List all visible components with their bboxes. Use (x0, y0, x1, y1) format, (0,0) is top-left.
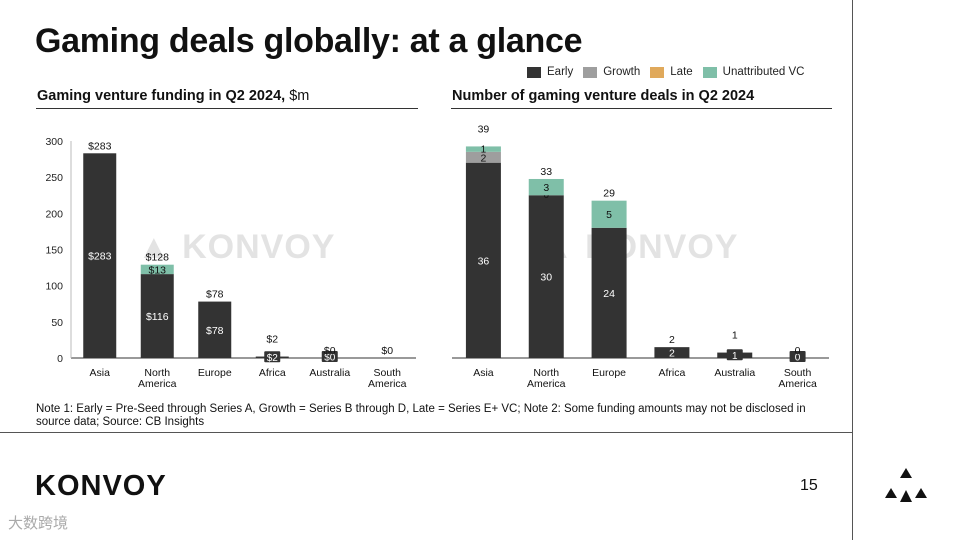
bar-total-label: $283 (88, 140, 112, 152)
left-chart-title: Gaming venture funding in Q2 2024, $m (37, 88, 309, 104)
bar-value-label: 3 (543, 182, 549, 194)
konvoy-mark-icon (885, 468, 927, 502)
x-tick-label: North (533, 367, 559, 379)
legend-label-unattributed: Unattributed VC (722, 66, 805, 78)
bar-total-label: 0 (795, 345, 801, 357)
bar-segment (528, 195, 564, 358)
label-badge (264, 351, 281, 363)
x-tick-label: Asia (473, 367, 494, 379)
right-title-rule (451, 108, 832, 109)
bar-segment (140, 274, 174, 358)
bar-total-label: $128 (146, 252, 170, 264)
bar-value-label: 36 (478, 255, 490, 267)
y-tick-label: 150 (45, 245, 63, 257)
bar-value-label: 30 (540, 272, 552, 284)
konvoy-logo: KONVOY (35, 470, 167, 502)
page-number: 15 (800, 477, 818, 494)
funding-chart: 0 50 100 150 200 250 300 $283 $283 Asia $116 $13$12… (45, 136, 416, 390)
bar-value-label: 2 (480, 152, 486, 164)
x-tick-label: South (374, 367, 402, 379)
bar-segment (465, 151, 501, 163)
bar-segment (654, 347, 690, 358)
bar-value-label: 1 (732, 351, 738, 362)
bar-total-label: $78 (206, 289, 224, 301)
bar-value-label: 24 (603, 288, 615, 300)
watermark-left-text: KONVOY (182, 228, 336, 266)
bar-total-label: 2 (669, 334, 675, 346)
bar-total-label: 1 (732, 330, 738, 342)
bar-segment (465, 146, 501, 152)
legend-label-late: Late (670, 66, 693, 78)
x-tick-label: Australia (714, 367, 755, 379)
right-chart-title: Number of gaming venture deals in Q2 202… (452, 88, 755, 104)
bar-segment (83, 153, 117, 358)
bar-segment (591, 200, 627, 228)
bar-value-label: $283 (88, 251, 112, 263)
deals-chart: 362139Asia300333NorthAmerica24529Europe2… (452, 123, 829, 390)
label-badge (321, 351, 338, 362)
x-tick-label: Australia (309, 367, 350, 379)
bar-segment (198, 301, 232, 358)
x-tick-label: Europe (198, 367, 232, 379)
bar-segment (140, 264, 174, 275)
bar-total-label: 29 (603, 188, 615, 200)
bar-value-label: $0 (324, 353, 336, 364)
bar-value-label: $2 (267, 353, 279, 364)
x-tick-label: America (527, 378, 566, 390)
legend-label-early: Early (547, 66, 574, 78)
bar-total-label: $0 (381, 345, 393, 357)
y-tick-label: 0 (57, 353, 63, 365)
x-tick-label: Africa (259, 367, 286, 379)
legend-swatch-late (650, 66, 665, 78)
label-badge (789, 351, 806, 362)
footnote: Note 1: Early = Pre-Seed through Series … (36, 403, 806, 428)
bar-total-label: $0 (324, 345, 336, 357)
chart-legend: Early Growth Late Unattributed VC (527, 66, 815, 78)
legend-label-growth: Growth (603, 66, 641, 78)
legend-item-late: Late (650, 66, 693, 78)
y-tick-label: 200 (45, 208, 63, 220)
legend-swatch-growth (583, 66, 598, 78)
x-tick-label: America (138, 378, 177, 390)
bar-value-label: $116 (146, 311, 169, 323)
y-tick-label: 250 (45, 172, 63, 184)
footer-divider (0, 432, 853, 433)
watermark-left-icon: ▲ (137, 228, 172, 266)
x-tick-label: Europe (592, 367, 626, 379)
right-divider (852, 0, 853, 540)
legend-item-early: Early (527, 66, 573, 78)
watermark-left: ▲ KONVOY (137, 228, 335, 267)
y-tick-label: 100 (45, 281, 63, 293)
bar-value-label: $78 (206, 325, 224, 337)
y-tick-label: 50 (51, 317, 63, 329)
bar-value-label: 0 (795, 353, 801, 364)
y-tick-label: 300 (45, 136, 63, 148)
left-chart-title-main: Gaming venture funding in Q2 2024, (37, 88, 286, 104)
source-watermark: 大数跨境 (8, 515, 69, 532)
x-tick-label: North (144, 367, 170, 379)
x-tick-label: South (784, 367, 812, 379)
x-tick-label: Asia (90, 367, 111, 379)
bar-value-label: 5 (606, 209, 612, 221)
legend-item-unattributed: Unattributed VC (702, 66, 805, 78)
bar-total-label: 33 (540, 166, 552, 178)
page-title: Gaming deals globally: at a glance (35, 22, 583, 60)
legend-swatch-unattributed (702, 66, 717, 78)
bar-value-label: $13 (148, 264, 166, 276)
x-tick-label: America (368, 378, 407, 390)
label-badge (726, 349, 743, 361)
left-chart-title-unit: $m (285, 88, 310, 104)
bar-segment (528, 178, 564, 196)
bar-segment (465, 162, 501, 358)
bar-total-label: $2 (266, 334, 278, 346)
bar-value-label: 1 (481, 145, 487, 156)
left-title-rule (36, 108, 418, 109)
x-tick-label: Africa (658, 367, 685, 379)
x-tick-label: America (778, 378, 817, 390)
bar-total-label: 39 (478, 123, 490, 135)
legend-swatch-early (527, 66, 541, 78)
legend-item-growth: Growth (583, 66, 640, 78)
bar-value-label: 2 (669, 348, 675, 360)
bar-segment (591, 227, 627, 358)
